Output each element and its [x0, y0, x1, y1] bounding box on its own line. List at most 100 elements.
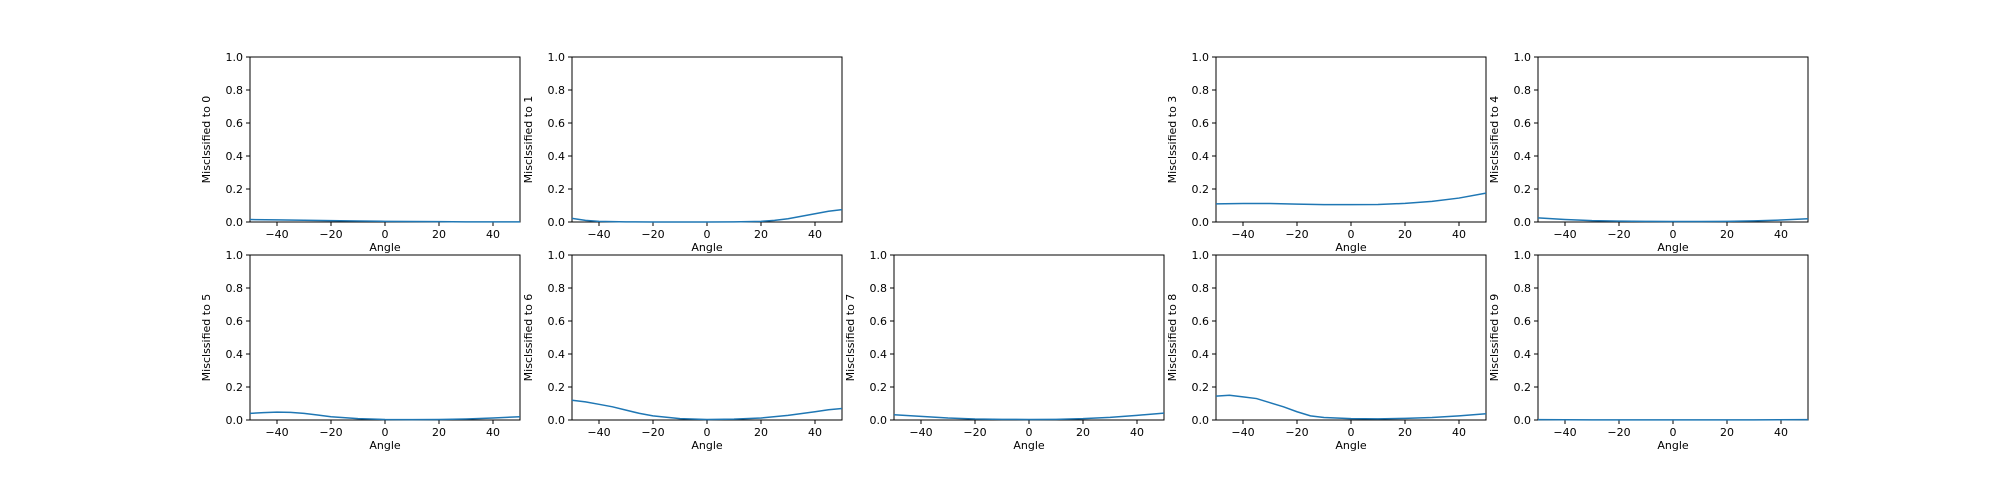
y-tick-label: 1.0 [226, 249, 244, 262]
y-tick-label: 0.4 [1514, 150, 1532, 163]
y-tick-label: 0.0 [1514, 216, 1532, 229]
y-tick-label: 0.4 [1192, 348, 1210, 361]
y-tick-label: 0.2 [1514, 183, 1532, 196]
y-tick-label: 0.0 [548, 414, 566, 427]
y-tick-label: 0.4 [226, 150, 244, 163]
plot-frame [571, 254, 843, 421]
y-tick-label: 0.6 [226, 117, 244, 130]
series-line [1537, 217, 1809, 223]
x-tick-label: 40 [1774, 426, 1788, 439]
y-tick-label: 0.6 [548, 117, 566, 130]
x-tick-label: 0 [382, 426, 389, 439]
y-tick-label: 0.8 [870, 282, 888, 295]
x-tick-label: −20 [963, 426, 986, 439]
y-tick-label: 0.2 [870, 381, 888, 394]
y-axis-label: Misclssified to 4 [1488, 96, 1501, 184]
y-tick-label: 0.6 [1192, 117, 1210, 130]
y-tick-label: 0.2 [1192, 381, 1210, 394]
series-line [1215, 192, 1487, 206]
y-tick-label: 1.0 [1192, 51, 1210, 64]
y-tick-label: 0.6 [226, 315, 244, 328]
y-tick-label: 0.6 [548, 315, 566, 328]
x-tick-label: 20 [1398, 228, 1412, 241]
x-tick-label: 0 [1348, 228, 1355, 241]
x-axis-label: Angle [1335, 439, 1367, 452]
x-tick-label: 20 [1720, 228, 1734, 241]
y-tick-label: 0.8 [1192, 282, 1210, 295]
y-tick-label: 1.0 [548, 249, 566, 262]
y-tick-label: 0.4 [1192, 150, 1210, 163]
y-tick-label: 0.6 [870, 315, 888, 328]
y-tick-label: 1.0 [226, 51, 244, 64]
x-axis-label: Angle [691, 439, 723, 452]
y-tick-label: 1.0 [1514, 249, 1532, 262]
x-tick-label: −20 [319, 426, 342, 439]
y-tick-label: 0.0 [1514, 414, 1532, 427]
x-tick-label: 20 [754, 228, 768, 241]
plot-frame [571, 56, 843, 223]
x-tick-label: 20 [1076, 426, 1090, 439]
x-tick-label: −20 [319, 228, 342, 241]
x-tick-label: 0 [382, 228, 389, 241]
y-axis-label: Misclssified to 9 [1488, 294, 1501, 382]
plot-frame [1215, 56, 1487, 223]
x-tick-label: −40 [1231, 426, 1254, 439]
y-axis-label: Misclssified to 5 [200, 294, 213, 382]
y-tick-label: 0.2 [1192, 183, 1210, 196]
y-tick-label: 0.4 [226, 348, 244, 361]
y-axis-label: Misclssified to 6 [522, 294, 535, 382]
x-tick-label: 0 [1348, 426, 1355, 439]
plot-frame [1215, 254, 1487, 421]
chart-panel-4: −40 −20 0 20 40 0.0 0.2 0.4 0.6 0.8 1.0 Angle Miscls… [1488, 51, 1809, 254]
y-tick-label: 0.0 [226, 216, 244, 229]
x-tick-label: 40 [1452, 228, 1466, 241]
x-axis-label: Angle [1335, 241, 1367, 254]
x-axis-label: Angle [1657, 439, 1689, 452]
y-axis-label: Misclssified to 3 [1166, 96, 1179, 184]
y-tick-label: 0.2 [548, 381, 566, 394]
x-tick-label: −20 [641, 426, 664, 439]
plot-frame [249, 56, 521, 223]
x-tick-label: −20 [1607, 426, 1630, 439]
x-tick-label: −40 [265, 228, 288, 241]
x-axis-label: Angle [1013, 439, 1045, 452]
chart-panel-5: −40 −20 0 20 40 0.0 0.2 0.4 0.6 0.8 1.0 Angle Miscls… [200, 249, 521, 452]
x-axis-label: Angle [369, 241, 401, 254]
y-tick-label: 0.6 [1514, 315, 1532, 328]
x-tick-label: 40 [1774, 228, 1788, 241]
x-tick-label: −40 [587, 228, 610, 241]
x-tick-label: −40 [1231, 228, 1254, 241]
x-tick-label: −40 [587, 426, 610, 439]
y-tick-label: 0.2 [226, 381, 244, 394]
plot-frame [893, 254, 1165, 421]
y-tick-label: 0.8 [226, 84, 244, 97]
x-tick-label: −40 [265, 426, 288, 439]
chart-panel-3: −40 −20 0 20 40 0.0 0.2 0.4 0.6 0.8 1.0 Angle Miscls… [1166, 51, 1487, 254]
y-tick-label: 0.6 [1514, 117, 1532, 130]
x-tick-label: 20 [432, 228, 446, 241]
y-tick-label: 0.0 [226, 414, 244, 427]
chart-panel-6: −40 −20 0 20 40 0.0 0.2 0.4 0.6 0.8 1.0 Angle Miscls… [522, 249, 843, 452]
x-tick-label: −40 [1553, 228, 1576, 241]
x-tick-label: 40 [486, 228, 500, 241]
series-line [893, 412, 1165, 421]
plot-frame [249, 254, 521, 421]
series-line [249, 411, 521, 421]
y-tick-label: 1.0 [870, 249, 888, 262]
series-line [1215, 394, 1487, 420]
y-tick-label: 0.8 [548, 282, 566, 295]
x-tick-label: 0 [704, 228, 711, 241]
chart-panel-8: −40 −20 0 20 40 0.0 0.2 0.4 0.6 0.8 1.0 Angle Miscls… [1166, 249, 1487, 452]
x-tick-label: 20 [1398, 426, 1412, 439]
chart-panel-1: −40 −20 0 20 40 0.0 0.2 0.4 0.6 0.8 1.0 Angle Miscls… [522, 51, 843, 254]
y-tick-label: 0.2 [226, 183, 244, 196]
y-tick-label: 0.2 [548, 183, 566, 196]
y-tick-label: 0.2 [1514, 381, 1532, 394]
y-axis-label: Misclssified to 8 [1166, 294, 1179, 382]
x-tick-label: −20 [1285, 228, 1308, 241]
x-axis-label: Angle [369, 439, 401, 452]
y-tick-label: 0.0 [1192, 414, 1210, 427]
y-tick-label: 1.0 [1192, 249, 1210, 262]
x-tick-label: 0 [704, 426, 711, 439]
